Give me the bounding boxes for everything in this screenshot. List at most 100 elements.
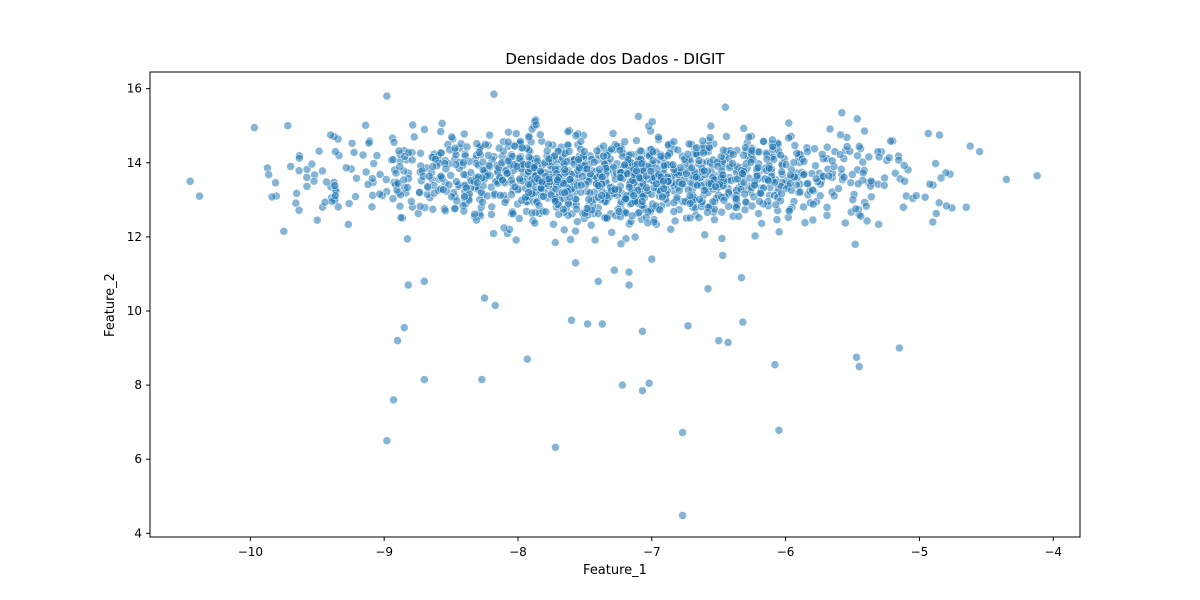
data-point (368, 174, 377, 183)
data-point (409, 132, 419, 142)
data-point (399, 175, 409, 185)
data-point (524, 188, 533, 197)
data-point (574, 163, 584, 173)
data-point (705, 133, 715, 142)
data-point (851, 204, 861, 214)
data-point (312, 215, 322, 225)
data-point (822, 203, 832, 212)
data-point (264, 170, 273, 179)
data-point (1032, 171, 1042, 181)
data-point (839, 172, 849, 182)
data-point (403, 234, 412, 244)
data-point (757, 219, 766, 228)
data-point (621, 194, 630, 204)
data-point (271, 178, 280, 188)
data-point (753, 163, 763, 172)
data-point (571, 131, 581, 140)
data-point (891, 169, 900, 178)
data-point (485, 130, 494, 140)
data-point (195, 191, 204, 201)
data-point (347, 138, 357, 148)
data-point (750, 231, 760, 241)
data-point (415, 188, 424, 197)
data-point (850, 239, 860, 249)
data-point (607, 144, 616, 154)
data-point (694, 213, 704, 223)
data-point (185, 177, 195, 186)
data-point (785, 179, 795, 188)
x-tick-label: −8 (509, 545, 527, 559)
data-point (841, 218, 850, 228)
data-point (450, 143, 460, 153)
data-point (508, 209, 518, 219)
data-point (706, 121, 716, 131)
data-point (395, 201, 405, 211)
data-point (965, 141, 975, 151)
data-point (854, 362, 864, 371)
data-point (314, 146, 324, 156)
data-point (698, 136, 708, 146)
data-point (447, 132, 457, 142)
data-point (827, 156, 837, 166)
data-point (614, 207, 624, 216)
data-point (934, 198, 944, 208)
data-point (879, 181, 889, 190)
data-point (602, 213, 612, 223)
data-point (420, 277, 429, 286)
data-point (755, 197, 764, 206)
data-point (799, 202, 808, 212)
data-point (683, 149, 693, 159)
data-point (320, 197, 330, 207)
data-point (576, 137, 586, 146)
data-point (936, 173, 946, 183)
data-point (717, 234, 727, 243)
y-tick-label: 6 (134, 452, 142, 466)
data-point (396, 213, 406, 222)
data-point (754, 147, 764, 157)
data-point (610, 265, 619, 275)
data-point (551, 443, 560, 452)
data-point (632, 136, 641, 145)
x-tick-label: −10 (238, 545, 263, 559)
data-point (764, 163, 774, 173)
data-point (923, 129, 933, 138)
data-point (658, 192, 667, 202)
data-point (460, 192, 469, 201)
y-tick-label: 12 (127, 230, 142, 244)
data-point (408, 120, 418, 130)
data-point (754, 209, 763, 218)
data-point (415, 202, 425, 211)
plot-area (185, 89, 1042, 520)
data-point (728, 159, 737, 168)
data-point (852, 114, 862, 124)
data-point (659, 161, 669, 171)
data-point (459, 206, 469, 216)
data-point (593, 181, 603, 190)
data-point (500, 198, 510, 207)
y-axis-label: Feature_2 (103, 273, 118, 337)
data-point (358, 150, 368, 160)
data-point (935, 130, 944, 140)
data-point (375, 189, 384, 199)
data-point (685, 213, 695, 223)
data-point (723, 338, 733, 347)
data-point (824, 171, 834, 181)
data-point (699, 186, 709, 195)
data-point (459, 158, 468, 167)
data-point (975, 147, 984, 156)
data-point (560, 188, 570, 198)
data-point (703, 208, 712, 217)
data-point (381, 175, 391, 184)
data-point (580, 147, 589, 156)
data-point (637, 159, 647, 169)
data-point (318, 166, 327, 176)
data-point (719, 145, 728, 155)
data-point (571, 258, 580, 268)
data-point (597, 319, 607, 329)
data-point (670, 216, 680, 226)
data-point (524, 132, 534, 141)
data-point (774, 425, 784, 435)
points-layer (185, 89, 1042, 520)
data-point (584, 195, 593, 204)
